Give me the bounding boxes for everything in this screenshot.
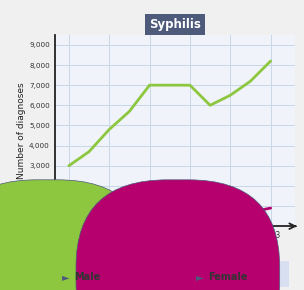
Text: Female: Female <box>208 272 248 282</box>
Text: ►: ► <box>196 272 204 282</box>
Text: 0: 0 <box>50 230 55 236</box>
Title: Syphilis: Syphilis <box>149 18 201 31</box>
Text: ►: ► <box>62 272 70 282</box>
Y-axis label: Number of diagnoses: Number of diagnoses <box>17 82 26 179</box>
Text: Male: Male <box>74 272 101 282</box>
X-axis label: Year: Year <box>163 243 187 253</box>
